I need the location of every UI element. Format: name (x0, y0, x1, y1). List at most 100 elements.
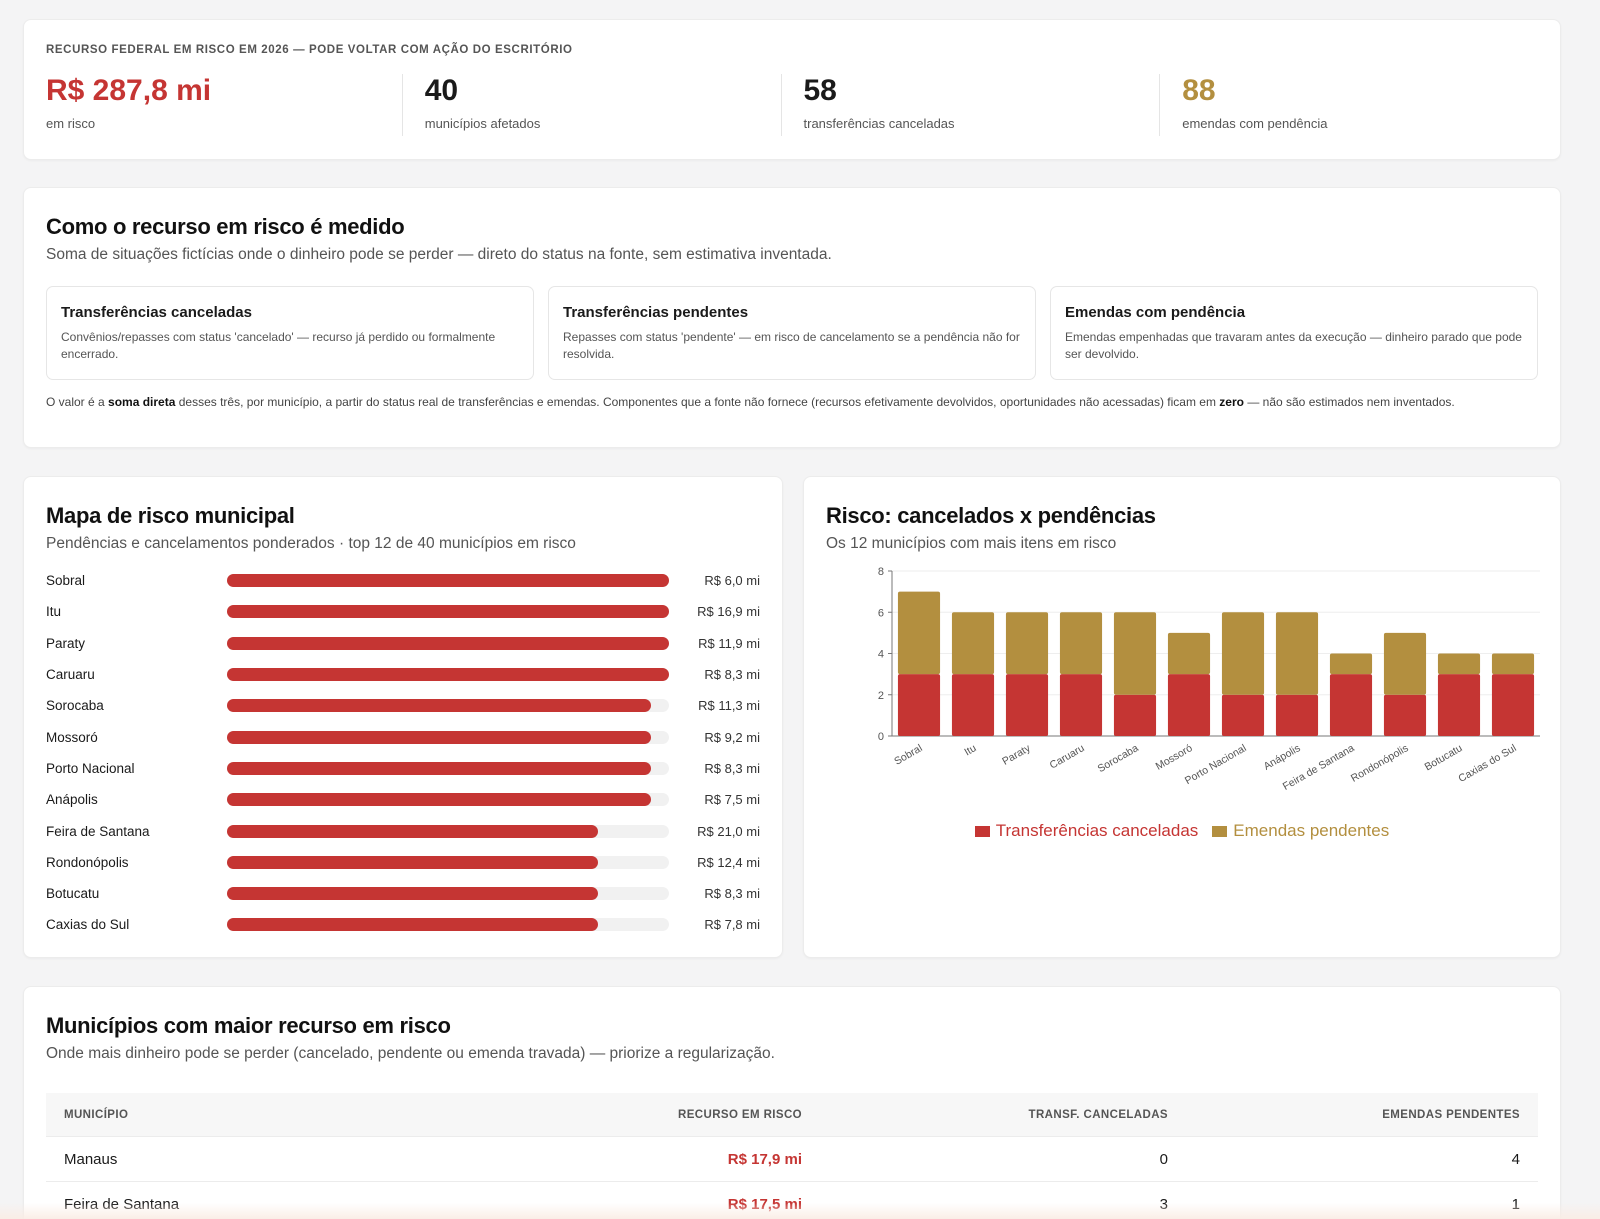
legend-item-cancelled[interactable]: Transferências canceladas (974, 821, 1199, 841)
method-box-title: Transferências pendentes (563, 304, 749, 321)
risk-bar-fill (227, 605, 669, 619)
kpi-cancelled-transfers: 58 transferências canceladas (780, 74, 1160, 136)
x-tick-label: Porto Nacional (1183, 742, 1249, 787)
bar-segment (1005, 612, 1049, 675)
bar-segment (1329, 674, 1373, 736)
risk-row[interactable]: Sorocaba R$ 11,3 mi (46, 690, 760, 721)
chart-legend: Transferências canceladas Emendas penden… (826, 821, 1538, 841)
bar-segment (1113, 612, 1157, 695)
method-box-desc: Convênios/repasses com status 'cancelado… (61, 330, 496, 361)
y-tick-label: 4 (878, 649, 884, 661)
method-box-pending: Transferências pendentes Repasses com st… (548, 286, 1036, 380)
bar-segment (1437, 653, 1481, 675)
method-subtitle: Soma de situações fictícias onde o dinhe… (46, 246, 832, 263)
risk-row-name: Anápolis (46, 792, 98, 808)
risk-row[interactable]: Sobral R$ 6,0 mi (46, 565, 760, 596)
method-box-title: Emendas com pendência (1065, 304, 1246, 321)
legend-label: Transferências canceladas (995, 821, 1199, 840)
risk-row[interactable]: Porto Nacional R$ 8,3 mi (46, 753, 760, 784)
risk-map-subtitle: Pendências e cancelamentos ponderados · … (46, 535, 576, 552)
risk-bar-fill (227, 636, 669, 650)
x-tick-label: Itu (962, 742, 978, 758)
bar-segment (897, 591, 941, 675)
legend-item-pending[interactable]: Emendas pendentes (1212, 821, 1389, 841)
risk-bar-fill (227, 730, 652, 744)
risk-row-name: Caruaru (46, 667, 95, 683)
risk-row-value: R$ 6,0 mi (704, 573, 760, 589)
risk-chart-card: Risco: cancelados x pendências Os 12 mun… (803, 476, 1561, 958)
risk-row-name: Porto Nacional (46, 760, 135, 776)
method-box-title: Transferências canceladas (61, 304, 252, 321)
legend-swatch (1212, 825, 1228, 837)
risk-bar-fill (227, 887, 599, 901)
risk-bar-fill (227, 918, 599, 932)
risk-row[interactable]: Caxias do Sul R$ 7,8 mi (46, 909, 760, 940)
bar-segment (1329, 653, 1373, 675)
risk-row[interactable]: Anápolis R$ 7,5 mi (46, 784, 760, 815)
cell-municipio: Manaus (64, 1150, 118, 1168)
cell-canceladas: 0 (1159, 1150, 1168, 1168)
method-box-amendments: Emendas com pendência Emendas empenhadas… (1050, 286, 1538, 380)
risk-row-name: Paraty (46, 635, 86, 651)
risk-row[interactable]: Caruaru R$ 8,3 mi (46, 659, 760, 690)
risk-chart-title: Risco: cancelados x pendências (826, 503, 1156, 528)
kpi-value: 40 (424, 74, 459, 107)
risk-row-value: R$ 7,8 mi (704, 917, 760, 933)
bar-segment (1275, 694, 1319, 736)
bar-segment (1221, 694, 1265, 736)
risk-bar-track (227, 668, 669, 682)
risk-bar-fill (227, 668, 669, 682)
method-note-text: O valor é a (46, 395, 109, 409)
risk-row-value: R$ 9,2 mi (704, 729, 760, 745)
bar-segment (1059, 612, 1103, 675)
risk-chart-subtitle: Os 12 municípios com mais itens em risco (826, 535, 1117, 552)
column-header-canceladas[interactable]: TRANSF. CANCELADAS (1028, 1108, 1168, 1121)
risk-row[interactable]: Botucatu R$ 8,3 mi (46, 878, 760, 909)
kpi-label: transferências canceladas (803, 116, 955, 131)
risk-row-name: Caxias do Sul (46, 917, 130, 933)
risk-row-value: R$ 8,3 mi (704, 667, 760, 683)
risk-row[interactable]: Itu R$ 16,9 mi (46, 596, 760, 627)
bar-segment (1383, 694, 1427, 736)
method-note-bold: soma direta (108, 395, 176, 409)
column-header-recurso[interactable]: RECURSO EM RISCO (678, 1108, 802, 1121)
risk-row[interactable]: Feira de Santana R$ 21,0 mi (46, 815, 760, 846)
column-header-municipio[interactable]: MUNICÍPIO (64, 1108, 129, 1121)
y-tick-label: 2 (878, 690, 884, 702)
method-note-text: — não são estimados nem inventados. (1243, 395, 1455, 409)
risk-row-name: Mossoró (46, 729, 98, 745)
risk-bar-fill (227, 824, 599, 838)
risk-row-name: Rondonópolis (46, 854, 129, 870)
risk-bar-track (227, 855, 669, 869)
method-note-bold: zero (1219, 395, 1244, 409)
risk-row-name: Sorocaba (46, 698, 104, 714)
kpi-value: 88 (1182, 74, 1216, 107)
risk-row[interactable]: Rondonópolis R$ 12,4 mi (46, 847, 760, 878)
risk-bar-track (227, 793, 669, 807)
risk-row-name: Sobral (46, 573, 86, 589)
bottom-fade (0, 1203, 1600, 1219)
risk-row-value: R$ 11,9 mi (698, 635, 760, 651)
method-box-cancelled: Transferências canceladas Convênios/repa… (46, 286, 534, 380)
risk-row-value: R$ 21,0 mi (697, 823, 760, 839)
risk-row[interactable]: Mossoró R$ 9,2 mi (46, 721, 760, 752)
table-row[interactable]: Manaus R$ 17,9 mi 0 4 (46, 1137, 1538, 1182)
risk-row-name: Botucatu (46, 886, 100, 902)
method-box-desc: Repasses com status 'pendente' — em risc… (563, 330, 1020, 361)
column-header-pendentes[interactable]: EMENDAS PENDENTES (1382, 1108, 1520, 1121)
legend-swatch (974, 825, 990, 837)
method-boxes: Transferências canceladas Convênios/repa… (46, 286, 1538, 380)
y-tick-label: 6 (878, 607, 884, 619)
x-tick-label: Anápolis (1262, 742, 1303, 773)
risk-bar-track (227, 918, 669, 932)
risk-bar-fill (227, 855, 599, 869)
risk-row-value: R$ 16,9 mi (697, 604, 760, 620)
risk-bar-fill (227, 699, 652, 713)
risk-row[interactable]: Paraty R$ 11,9 mi (46, 628, 760, 659)
risk-bar-fill (227, 793, 652, 807)
bar-segment (1437, 674, 1481, 736)
risk-bar-track (227, 887, 669, 901)
x-tick-label: Paraty (1000, 742, 1033, 768)
kpi-value: 58 (803, 74, 837, 107)
y-tick-label: 0 (878, 731, 884, 743)
